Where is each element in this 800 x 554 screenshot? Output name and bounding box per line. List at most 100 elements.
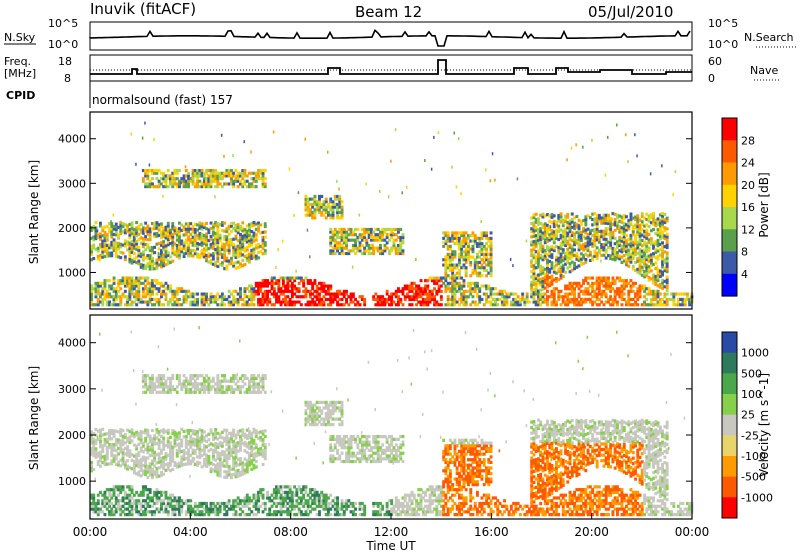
heatmap-cell	[683, 300, 687, 304]
heatmap-cell	[248, 236, 251, 240]
heatmap-cell	[620, 287, 624, 291]
heatmap-cell	[543, 278, 547, 282]
heatmap-cell	[193, 501, 197, 506]
heatmap-cell	[162, 253, 166, 257]
heatmap-cell	[390, 300, 394, 304]
heatmap-cell	[532, 253, 536, 257]
heatmap-cell	[155, 226, 159, 230]
heatmap-cell	[148, 390, 152, 394]
heatmap-cell	[351, 300, 355, 304]
heatmap-cell	[151, 251, 154, 255]
heatmap-cell	[444, 284, 448, 288]
heatmap-cell	[654, 277, 658, 281]
heatmap-cell	[275, 279, 278, 283]
heatmap-cell	[139, 276, 143, 280]
heatmap-cell	[146, 171, 150, 175]
heatmap-cell	[665, 267, 669, 271]
heatmap-cell	[654, 295, 658, 299]
heatmap-cell	[625, 228, 628, 232]
heatmap-cell	[611, 276, 615, 280]
heatmap-cell	[573, 237, 576, 241]
heatmap-cell	[141, 239, 145, 243]
heatmap-cell	[342, 303, 346, 307]
heatmap-cell	[546, 297, 549, 301]
heatmap-cell	[160, 289, 163, 293]
heatmap-cell	[180, 455, 184, 459]
heatmap-cell	[123, 460, 127, 464]
heatmap-cell	[455, 271, 459, 275]
heatmap-cell	[365, 227, 369, 231]
heatmap-cell	[324, 197, 328, 201]
heatmap-cell	[187, 235, 190, 239]
heatmap-cell	[135, 402, 137, 406]
heatmap-cell	[588, 240, 592, 244]
heatmap-cell	[230, 169, 233, 173]
heatmap-cell	[200, 233, 204, 237]
heatmap-cell	[629, 284, 633, 288]
heatmap-cell	[564, 241, 567, 245]
heatmap-cell	[394, 252, 398, 256]
heatmap-cell	[643, 295, 646, 299]
heatmap-cell	[189, 390, 193, 394]
heatmap-cell	[193, 241, 197, 245]
heatmap-cell	[94, 292, 98, 296]
heatmap-cell	[139, 507, 143, 511]
heatmap-cell	[144, 221, 148, 225]
heatmap-cell	[99, 284, 102, 288]
heatmap-cell	[139, 449, 143, 453]
heatmap-cell	[205, 387, 208, 392]
heatmap-cell	[216, 171, 220, 175]
heatmap-cell	[94, 289, 98, 293]
heatmap-cell	[211, 177, 215, 181]
heatmap-cell	[252, 295, 256, 299]
heatmap-cell	[532, 300, 536, 304]
heatmap-cell	[236, 223, 240, 227]
heatmap-cell	[564, 287, 567, 291]
heatmap-cell	[478, 244, 482, 248]
heatmap-cell	[602, 248, 606, 252]
heatmap-cell	[379, 303, 382, 307]
heatmap-cell	[595, 254, 599, 258]
heatmap-cell	[609, 222, 613, 226]
heatmap-cell	[108, 243, 111, 247]
heatmap-cell	[575, 214, 579, 218]
heatmap-cell	[464, 260, 468, 264]
heatmap-cell	[322, 213, 326, 217]
heatmap-cell	[541, 271, 545, 275]
heatmap-cell	[193, 451, 197, 455]
heatmap-cell	[674, 170, 677, 174]
heatmap-cell	[451, 165, 453, 169]
heatmap-cell	[141, 226, 145, 230]
heatmap-cell	[550, 300, 554, 304]
heatmap-cell	[645, 236, 649, 240]
heatmap-cell	[261, 300, 265, 304]
heatmap-cell	[372, 235, 376, 239]
heatmap-cell	[214, 237, 218, 241]
heatmap-cell	[119, 464, 123, 468]
heatmap-cell	[92, 238, 96, 242]
heatmap-cell	[146, 428, 150, 432]
heatmap-cell	[573, 243, 576, 247]
heatmap-cell	[191, 227, 195, 231]
heatmap-cell	[683, 292, 687, 296]
heatmap-cell	[141, 390, 145, 394]
heatmap-cell	[555, 277, 558, 281]
heatmap-cell	[534, 287, 538, 291]
heatmap-cell	[121, 496, 125, 500]
heatmap-cell	[647, 249, 651, 253]
heatmap-cell	[198, 450, 202, 454]
heatmap-cell	[216, 303, 220, 307]
heatmap-cell	[230, 300, 233, 304]
heatmap-cell	[103, 284, 107, 288]
heatmap-cell	[602, 253, 606, 257]
heatmap-cell	[559, 303, 563, 307]
heatmap-cell	[636, 295, 640, 299]
heatmap-cell	[496, 297, 500, 301]
heatmap-cell	[232, 174, 236, 178]
heatmap-cell	[169, 469, 172, 473]
heatmap-cell	[530, 288, 534, 292]
heatmap-cell	[557, 248, 561, 252]
heatmap-cell	[539, 240, 543, 244]
heatmap-cell	[123, 452, 127, 456]
heatmap-cell	[602, 284, 606, 288]
